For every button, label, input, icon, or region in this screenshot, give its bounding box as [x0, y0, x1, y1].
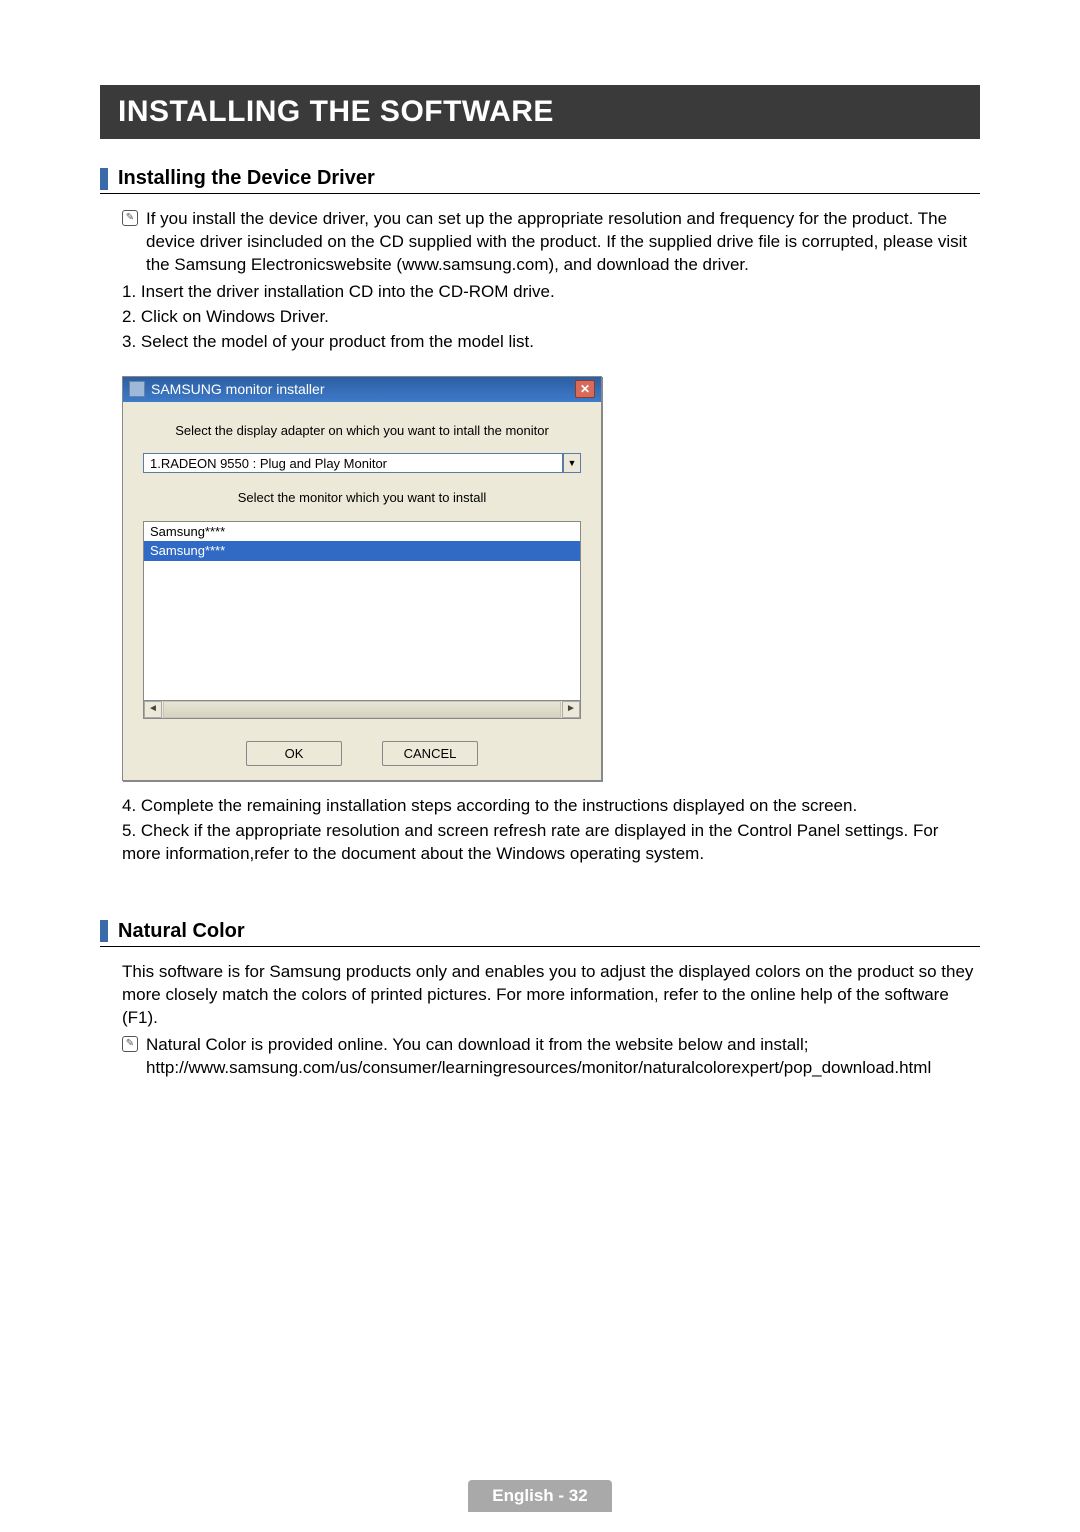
list-item[interactable]: Samsung****: [144, 541, 580, 561]
section-heading-install-driver: Installing the Device Driver: [100, 167, 980, 194]
section-title: Natural Color: [118, 920, 245, 943]
horizontal-scrollbar[interactable]: ◄ ►: [143, 701, 581, 719]
app-icon: [129, 381, 145, 397]
note-text: If you install the device driver, you ca…: [146, 208, 980, 277]
list-item[interactable]: Samsung****: [144, 522, 580, 542]
note-icon: ✎: [122, 1036, 138, 1052]
section-heading-natural-color: Natural Color: [100, 920, 980, 947]
step-item: 2. Click on Windows Driver.: [122, 306, 980, 329]
scroll-thumb[interactable]: [163, 701, 561, 718]
footer-page-label: English - 32: [468, 1480, 611, 1512]
note-icon: ✎: [122, 210, 138, 226]
scroll-left-icon[interactable]: ◄: [144, 701, 162, 718]
dialog-titlebar: SAMSUNG monitor installer ✕: [123, 377, 601, 402]
dialog-instruction-2: Select the monitor which you want to ins…: [139, 489, 585, 507]
accent-bar-icon: [100, 920, 108, 942]
step-item: 4. Complete the remaining installation s…: [122, 795, 980, 818]
note-row: ✎ If you install the device driver, you …: [122, 208, 980, 277]
adapter-combo-value: 1.RADEON 9550 : Plug and Play Monitor: [143, 453, 563, 473]
scroll-right-icon[interactable]: ►: [562, 701, 580, 718]
adapter-combo[interactable]: 1.RADEON 9550 : Plug and Play Monitor ▼: [143, 453, 581, 473]
step-list-a: 1. Insert the driver installation CD int…: [122, 281, 980, 354]
dialog-titlebar-left: SAMSUNG monitor installer: [129, 380, 325, 399]
monitor-listbox[interactable]: Samsung**** Samsung****: [143, 521, 581, 701]
accent-bar-icon: [100, 168, 108, 190]
cancel-button[interactable]: CANCEL: [382, 741, 478, 767]
banner-title: INSTALLING THE SOFTWARE: [118, 95, 554, 128]
step-list-b: 4. Complete the remaining installation s…: [122, 795, 980, 866]
dialog-instruction-1: Select the display adapter on which you …: [139, 422, 585, 440]
ok-button[interactable]: OK: [246, 741, 342, 767]
section-natural-color: Natural Color This software is for Samsu…: [100, 920, 980, 1080]
note-row: ✎ Natural Color is provided online. You …: [122, 1034, 980, 1080]
step-item: 1. Insert the driver installation CD int…: [122, 281, 980, 304]
chevron-down-icon[interactable]: ▼: [563, 453, 581, 473]
note-text: Natural Color is provided online. You ca…: [146, 1034, 980, 1080]
page: INSTALLING THE SOFTWARE Installing the D…: [0, 0, 1080, 1080]
dialog-body: Select the display adapter on which you …: [123, 402, 601, 781]
section-body-2: This software is for Samsung products on…: [100, 947, 980, 1080]
body-paragraph: This software is for Samsung products on…: [122, 961, 980, 1030]
page-footer: English - 32: [0, 1480, 1080, 1512]
section-title: Installing the Device Driver: [118, 167, 375, 190]
section-body-1: ✎ If you install the device driver, you …: [100, 194, 980, 866]
installer-dialog: SAMSUNG monitor installer ✕ Select the d…: [122, 376, 602, 782]
page-banner: INSTALLING THE SOFTWARE: [100, 85, 980, 139]
dialog-button-row: OK CANCEL: [139, 741, 585, 767]
dialog-title: SAMSUNG monitor installer: [151, 380, 325, 399]
close-icon[interactable]: ✕: [575, 380, 595, 398]
step-item: 5. Check if the appropriate resolution a…: [122, 820, 980, 866]
step-item: 3. Select the model of your product from…: [122, 331, 980, 354]
